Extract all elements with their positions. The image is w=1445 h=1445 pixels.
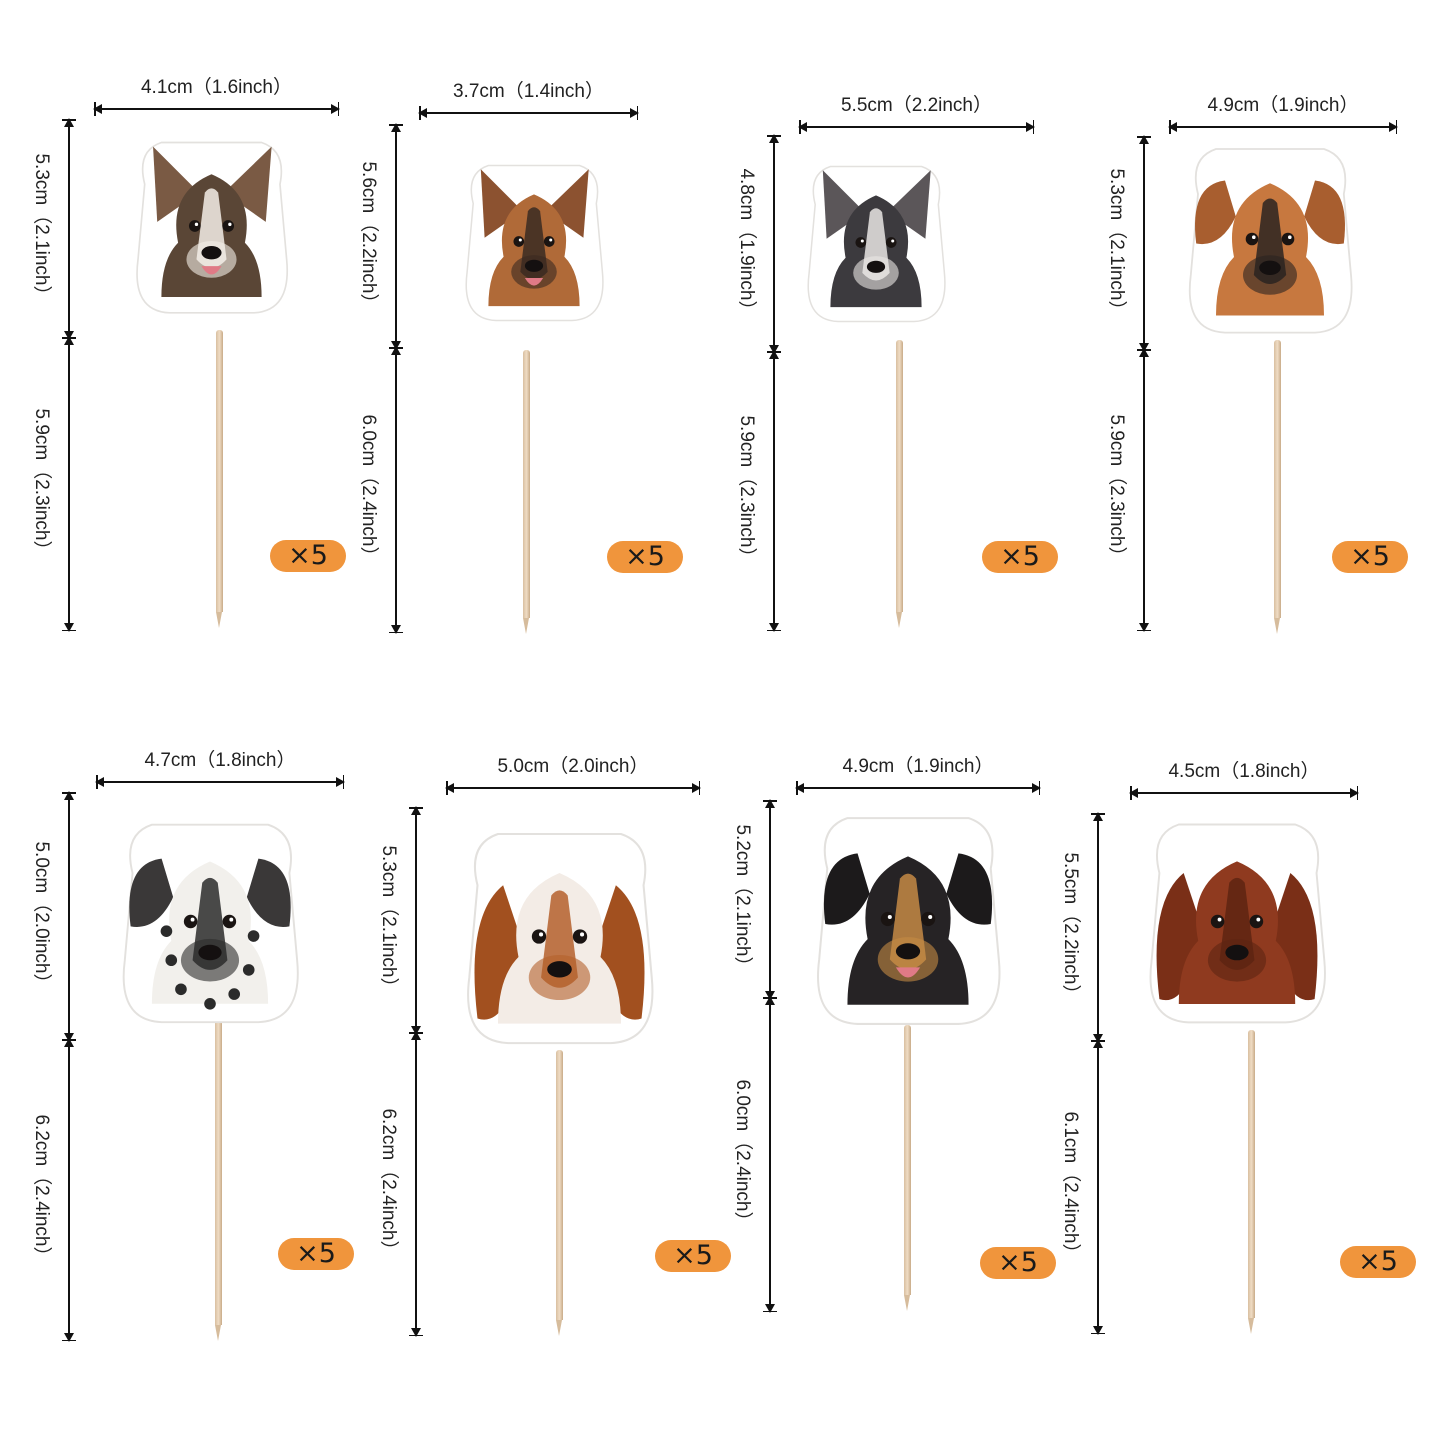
stick-height-label: 6.2cm（2.4inch）: [31, 1114, 52, 1266]
stick-height-label: 5.9cm（2.3inch）: [31, 408, 52, 560]
stick-height-dimension-line: [62, 1038, 76, 1342]
dog-head-card: [457, 815, 662, 1058]
stick-height-dimension-line: [763, 996, 777, 1313]
quantity-badge: ×5: [607, 541, 683, 573]
stick-height-dimension-line: [62, 336, 76, 632]
chihuahua-head-icon: [807, 165, 946, 323]
stick-height-dimension-line: [767, 350, 781, 632]
stick-height-label: 5.9cm（2.3inch）: [736, 415, 757, 567]
cavalier-spaniel-head-icon: [467, 832, 654, 1045]
stick-height-dimension-line: [1137, 348, 1151, 632]
wooden-stick: [904, 1025, 911, 1311]
width-label: 5.5cm（2.2inch）: [840, 95, 992, 116]
irish-setter-head-icon: [1149, 823, 1326, 1024]
stick-height-label: 6.0cm（2.4inch）: [732, 1078, 753, 1231]
quantity-badge: ×5: [1340, 1246, 1416, 1278]
quantity-badge: ×5: [270, 540, 346, 572]
wooden-stick: [896, 340, 903, 628]
width-dimension-line: [1129, 786, 1359, 800]
width-label: 4.9cm（1.9inch）: [842, 756, 994, 777]
wooden-stick: [523, 350, 530, 634]
head-height-dimension-line: [1137, 135, 1151, 352]
stick-height-dimension-line: [1091, 1039, 1105, 1335]
width-dimension-line: [798, 120, 1035, 134]
quantity-badge: ×5: [982, 541, 1058, 573]
stick-height-dimension-line: [389, 346, 403, 634]
corgi-head-icon: [136, 141, 289, 314]
head-height-dimension-line: [763, 799, 777, 1000]
head-height-dimension-line: [62, 791, 76, 1042]
head-height-label: 4.8cm（1.9inch）: [736, 168, 757, 320]
wooden-stick: [1248, 1030, 1255, 1334]
dog-head-card: [1140, 808, 1334, 1035]
stick-height-label: 6.1cm（2.4inch）: [1060, 1111, 1081, 1263]
dog-head-card: [128, 122, 295, 330]
dog-head-card: [108, 815, 312, 1028]
boxer-head-icon: [1188, 148, 1353, 334]
german-shepherd-head-icon: [465, 164, 604, 322]
dog-head-card: [806, 808, 1010, 1030]
width-dimension-line: [1168, 120, 1398, 134]
width-label: 4.9cm（1.9inch）: [1207, 95, 1359, 116]
wooden-stick: [215, 1020, 222, 1341]
head-height-label: 5.3cm（2.1inch）: [31, 153, 52, 305]
dog-head-card: [800, 140, 952, 345]
head-height-label: 5.5cm（2.2inch）: [1060, 851, 1081, 1004]
stick-height-dimension-line: [409, 1031, 423, 1337]
head-height-dimension-line: [389, 123, 403, 350]
head-height-label: 5.2cm（2.1inch）: [732, 823, 753, 976]
stick-height-label: 6.0cm（2.4inch）: [358, 414, 379, 566]
quantity-badge: ×5: [980, 1247, 1056, 1279]
head-height-label: 5.0cm（2.0inch）: [31, 840, 52, 993]
wooden-stick: [216, 330, 223, 628]
width-label: 5.0cm（2.0inch）: [497, 756, 649, 777]
width-dimension-line: [795, 781, 1041, 795]
wooden-stick: [556, 1050, 563, 1336]
head-height-dimension-line: [409, 806, 423, 1035]
width-label: 3.7cm（1.4inch）: [452, 81, 604, 102]
quantity-badge: ×5: [655, 1240, 731, 1272]
dalmatian-head-icon: [122, 823, 299, 1024]
head-height-dimension-line: [1091, 812, 1105, 1043]
head-height-label: 5.6cm（2.2inch）: [358, 160, 379, 313]
wooden-stick: [1274, 340, 1281, 634]
rottweiler-head-icon: [817, 817, 1001, 1025]
quantity-badge: ×5: [278, 1238, 354, 1270]
stick-height-label: 5.9cm（2.3inch）: [1106, 414, 1127, 566]
head-height-label: 5.3cm（2.1inch）: [1106, 167, 1127, 320]
stick-height-label: 6.2cm（2.4inch）: [378, 1108, 399, 1260]
dog-head-card: [1180, 138, 1360, 340]
width-dimension-line: [445, 781, 701, 795]
width-label: 4.7cm（1.8inch）: [144, 750, 296, 771]
width-dimension-line: [418, 106, 639, 120]
dog-head-card: [458, 125, 610, 358]
head-height-dimension-line: [62, 118, 76, 340]
head-height-label: 5.3cm（2.1inch）: [378, 844, 399, 997]
head-height-dimension-line: [767, 134, 781, 354]
width-label: 4.1cm（1.6inch）: [140, 77, 292, 98]
quantity-badge: ×5: [1332, 541, 1408, 573]
width-label: 4.5cm（1.8inch）: [1168, 761, 1320, 782]
width-dimension-line: [95, 775, 345, 789]
width-dimension-line: [93, 102, 340, 116]
